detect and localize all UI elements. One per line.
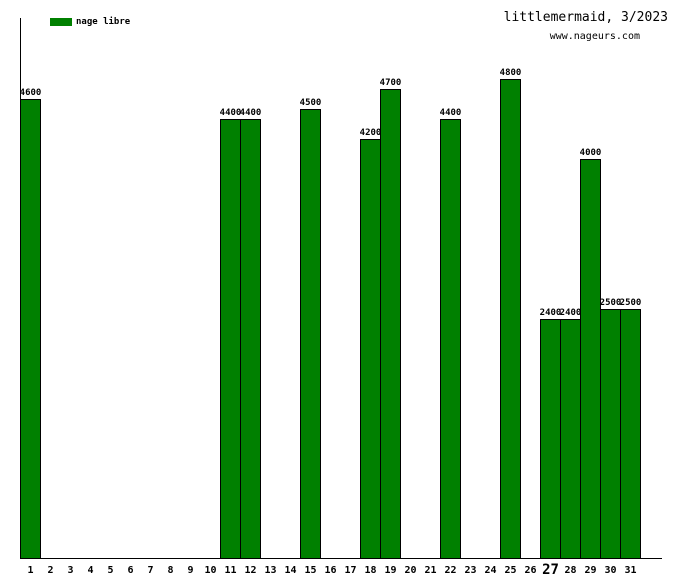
x-tick-label-18: 18 bbox=[364, 565, 377, 576]
bar-day-28 bbox=[560, 319, 581, 559]
bar-day-25 bbox=[500, 79, 521, 559]
bar-value-label-day-27: 2400 bbox=[539, 308, 562, 318]
x-tick-label-11: 11 bbox=[224, 565, 237, 576]
x-tick-label-17: 17 bbox=[344, 565, 357, 576]
x-tick-label-5: 5 bbox=[107, 565, 114, 576]
legend-label: nage libre bbox=[76, 17, 131, 27]
x-tick-label-12: 12 bbox=[244, 565, 257, 576]
x-tick-label-3: 3 bbox=[67, 565, 74, 576]
x-tick-label-8: 8 bbox=[167, 565, 174, 576]
site-url: www.nageurs.com bbox=[549, 31, 640, 42]
chart-title: littlemermaid, 3/2023 bbox=[503, 10, 668, 25]
x-tick-label-6: 6 bbox=[127, 565, 134, 576]
bar-day-31 bbox=[620, 309, 641, 559]
x-tick-label-19: 19 bbox=[384, 565, 397, 576]
bar-value-label-day-1: 4600 bbox=[19, 88, 42, 98]
x-tick-label-10: 10 bbox=[204, 565, 217, 576]
bar-value-label-day-25: 4800 bbox=[499, 68, 522, 78]
bar-day-1 bbox=[20, 99, 41, 559]
x-tick-label-27: 27 bbox=[542, 562, 559, 578]
bar-day-27 bbox=[540, 319, 561, 559]
x-tick-label-9: 9 bbox=[187, 565, 194, 576]
x-tick-label-21: 21 bbox=[424, 565, 437, 576]
x-tick-label-20: 20 bbox=[404, 565, 417, 576]
legend-swatch-icon bbox=[50, 18, 72, 26]
bar-day-12 bbox=[240, 119, 261, 559]
legend: nage libre bbox=[50, 17, 130, 27]
x-tick-label-31: 31 bbox=[624, 565, 637, 576]
bar-day-11 bbox=[220, 119, 241, 559]
x-tick-label-16: 16 bbox=[324, 565, 337, 576]
x-tick-label-26: 26 bbox=[524, 565, 537, 576]
x-tick-label-4: 4 bbox=[87, 565, 94, 576]
x-tick-label-7: 7 bbox=[147, 565, 154, 576]
x-tick-label-14: 14 bbox=[284, 565, 297, 576]
x-tick-label-1: 1 bbox=[27, 565, 34, 576]
x-tick-label-28: 28 bbox=[564, 565, 577, 576]
bar-day-15 bbox=[300, 109, 321, 559]
bar-day-22 bbox=[440, 119, 461, 559]
bar-day-29 bbox=[580, 159, 601, 559]
bar-day-30 bbox=[600, 309, 621, 559]
bar-value-label-day-12: 4400 bbox=[239, 108, 262, 118]
bar-value-label-day-30: 2500 bbox=[599, 298, 622, 308]
x-axis-line bbox=[20, 558, 662, 559]
x-tick-label-24: 24 bbox=[484, 565, 497, 576]
bar-day-18 bbox=[360, 139, 381, 559]
x-tick-label-29: 29 bbox=[584, 565, 597, 576]
x-tick-label-13: 13 bbox=[264, 565, 277, 576]
x-tick-label-22: 22 bbox=[444, 565, 457, 576]
x-tick-label-15: 15 bbox=[304, 565, 317, 576]
x-tick-label-30: 30 bbox=[604, 565, 617, 576]
bar-value-label-day-19: 4700 bbox=[379, 78, 402, 88]
bar-value-label-day-15: 4500 bbox=[299, 98, 322, 108]
bar-value-label-day-11: 4400 bbox=[219, 108, 242, 118]
bar-day-19 bbox=[380, 89, 401, 559]
x-tick-label-2: 2 bbox=[47, 565, 54, 576]
x-tick-label-23: 23 bbox=[464, 565, 477, 576]
bar-value-label-day-22: 4400 bbox=[439, 108, 462, 118]
bar-value-label-day-31: 2500 bbox=[619, 298, 642, 308]
bar-value-label-day-18: 4200 bbox=[359, 128, 382, 138]
x-tick-label-25: 25 bbox=[504, 565, 517, 576]
bar-value-label-day-29: 4000 bbox=[579, 148, 602, 158]
bar-value-label-day-28: 2400 bbox=[559, 308, 582, 318]
